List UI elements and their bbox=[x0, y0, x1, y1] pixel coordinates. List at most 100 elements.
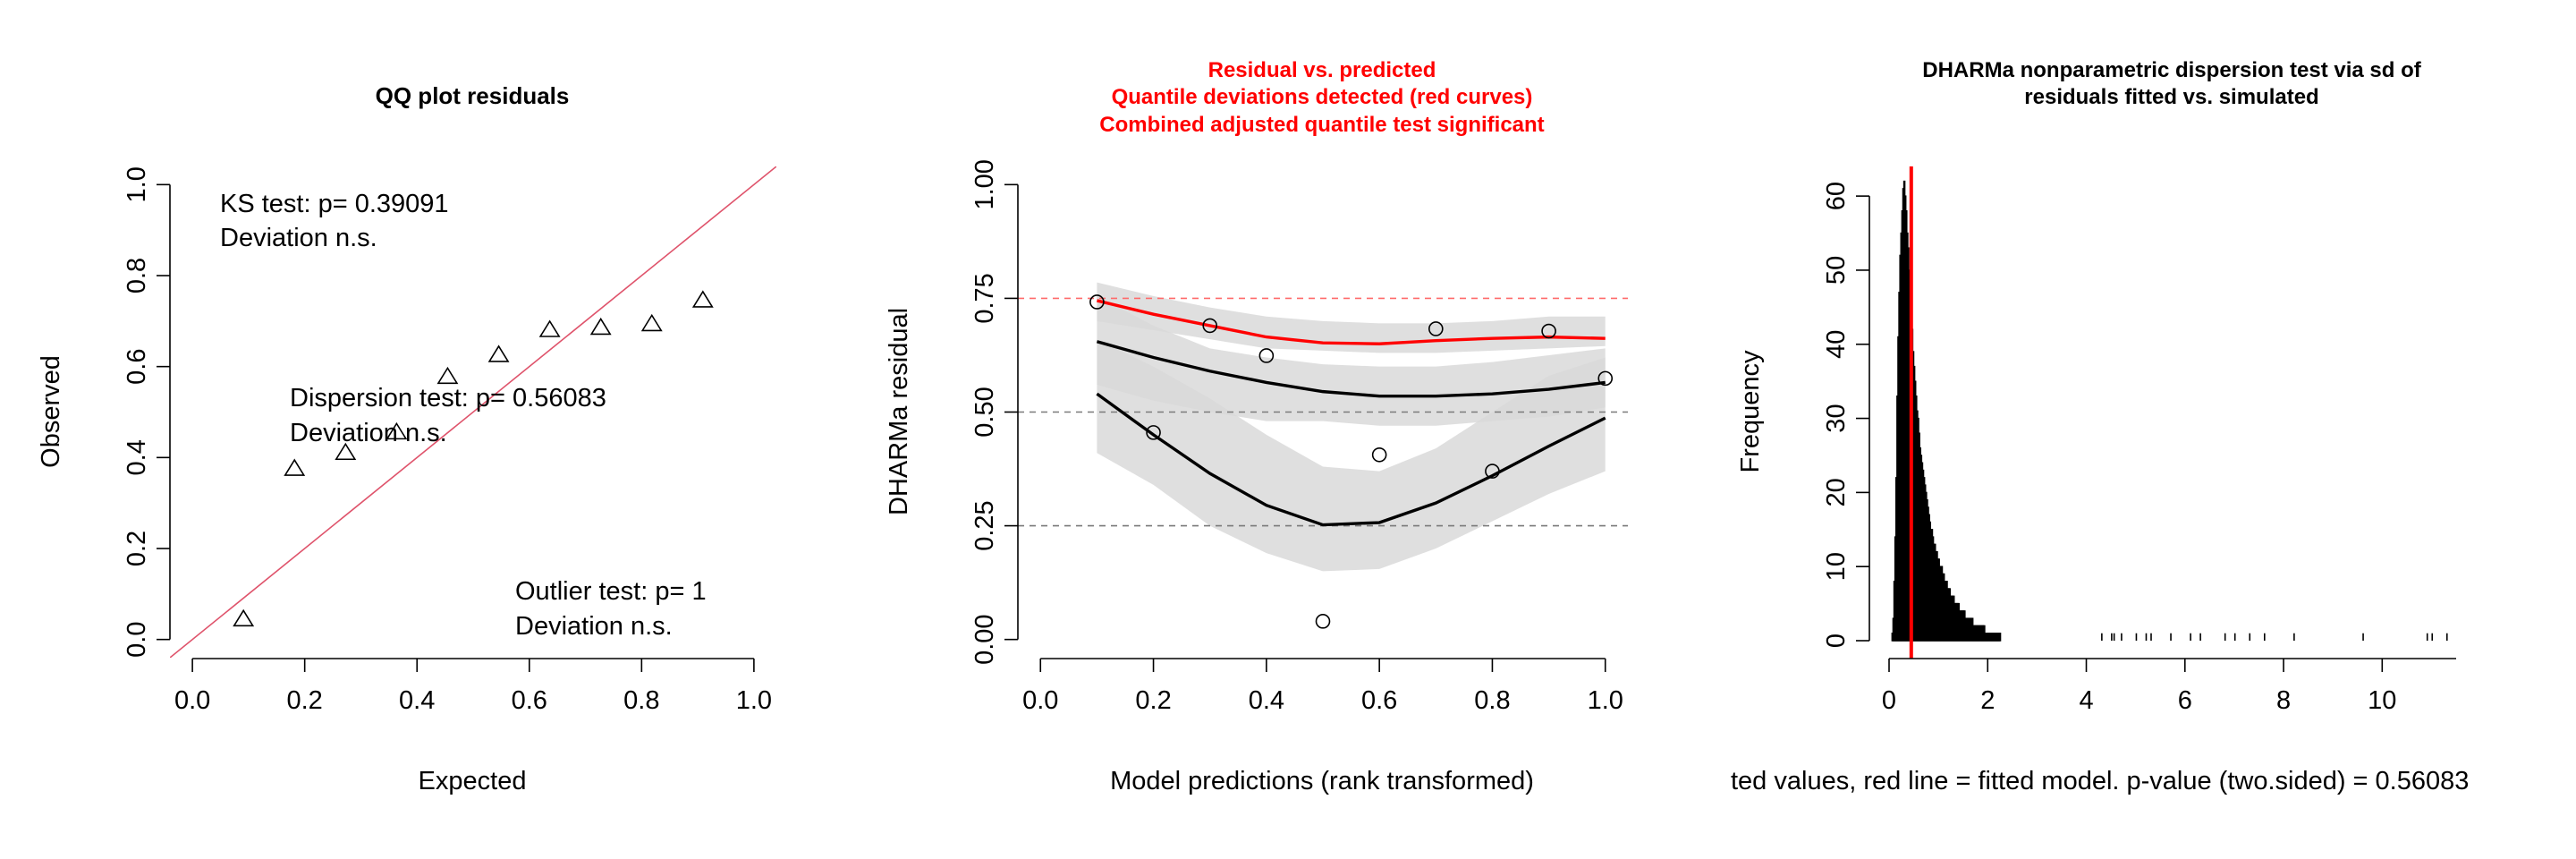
residual-title-line-2: Quantile deviations detected (red curves… bbox=[1112, 85, 1533, 109]
residual-point bbox=[1146, 425, 1161, 440]
qq-point bbox=[589, 317, 612, 336]
histogram-y-axis: 0 10 20 30 40 50 60 bbox=[1822, 182, 1870, 648]
qq-point bbox=[487, 344, 510, 362]
histogram-x-tick-label: 0 bbox=[1882, 686, 1896, 715]
residual-panel: Residual vs. predicted Quantile deviatio… bbox=[885, 58, 1628, 795]
quantile-band bbox=[1097, 282, 1606, 353]
histogram-tail-bar bbox=[2101, 633, 2103, 641]
outlier-test-label: Outlier test: p= 1 bbox=[515, 577, 707, 606]
histogram-tail-bar bbox=[2445, 633, 2448, 641]
residual-point bbox=[1315, 614, 1331, 629]
residual-y-tick-label: 0.75 bbox=[970, 273, 999, 323]
qq-panel: QQ plot residuals 0.0 0.2 0.4 0.6 0.8 1.0 0.0… bbox=[37, 82, 776, 795]
residual-y-tick-label: 0.50 bbox=[970, 387, 999, 437]
residual-point bbox=[1258, 348, 1275, 363]
residual-x-tick-label: 1.0 bbox=[1588, 686, 1623, 715]
residual-y-axis: 0.00 0.25 0.50 0.75 1.00 bbox=[970, 159, 1019, 665]
histogram-y-tick-label: 0 bbox=[1822, 634, 1851, 648]
residual-point bbox=[1202, 318, 1218, 334]
qq-y-tick-label: 1.0 bbox=[123, 166, 151, 202]
qq-x-tick-label: 0.6 bbox=[512, 686, 547, 715]
residual-y-tick-label: 1.00 bbox=[970, 159, 999, 209]
histogram-xlabel: ted values, red line = fitted model. p-v… bbox=[1731, 767, 2469, 795]
residual-x-tick-label: 0.0 bbox=[1022, 686, 1058, 715]
residual-title-line-3: Combined adjusted quantile test signific… bbox=[1099, 113, 1544, 137]
histogram-tail-bar bbox=[2263, 633, 2266, 641]
qq-point bbox=[691, 290, 714, 308]
histogram-y-tick-label: 20 bbox=[1822, 478, 1851, 506]
dispersion-test-label: Dispersion test: p= 0.56083 bbox=[290, 384, 606, 412]
qq-y-tick-label: 0.0 bbox=[123, 622, 151, 658]
residual-plot-area bbox=[1018, 282, 1628, 629]
histogram-x-tick-label: 6 bbox=[2178, 686, 2192, 715]
histogram-y-tick-label: 50 bbox=[1822, 256, 1851, 285]
qq-point bbox=[538, 319, 561, 337]
qq-x-tick-label: 1.0 bbox=[736, 686, 772, 715]
qq-point bbox=[640, 313, 663, 332]
histogram-tail-bar bbox=[2113, 633, 2115, 641]
dispersion-panel: DHARMa nonparametric dispersion test via… bbox=[1731, 58, 2469, 795]
residual-x-tick-label: 0.8 bbox=[1474, 686, 1510, 715]
histogram-x-tick-label: 4 bbox=[2079, 686, 2093, 715]
histogram-tail-bar bbox=[2170, 633, 2172, 641]
histogram-tail-bar bbox=[2111, 633, 2113, 641]
histogram-y-tick-label: 40 bbox=[1822, 330, 1851, 359]
histogram-tail-bar bbox=[2150, 633, 2152, 641]
histogram-plot-area bbox=[1891, 166, 2448, 659]
qq-x-tick-label: 0.4 bbox=[399, 686, 435, 715]
histogram-tail-bar bbox=[2145, 633, 2148, 641]
residual-x-tick-label: 0.4 bbox=[1249, 686, 1284, 715]
qq-y-axis: 0.0 0.2 0.4 0.6 0.8 1.0 bbox=[123, 166, 171, 658]
histogram-tail-bar bbox=[2362, 633, 2364, 641]
residual-y-tick-label: 0.00 bbox=[970, 614, 999, 664]
qq-point bbox=[386, 421, 408, 440]
histogram-tail-bar bbox=[2199, 633, 2201, 641]
histogram-x-axis: 0 2 4 6 8 10 bbox=[1882, 658, 2456, 715]
quantile-band bbox=[1097, 339, 1606, 572]
quantile-line bbox=[1096, 392, 1606, 527]
ks-deviation-label: Deviation n.s. bbox=[220, 224, 377, 252]
residual-x-axis: 0.0 0.2 0.4 0.6 0.8 1.0 bbox=[1022, 658, 1623, 715]
qq-y-tick-label: 0.6 bbox=[123, 349, 151, 385]
qq-x-tick-label: 0.8 bbox=[623, 686, 659, 715]
histogram-y-tick-label: 30 bbox=[1822, 404, 1851, 432]
dispersion-deviation-label: Deviation n.s. bbox=[290, 419, 447, 447]
histogram-tail-bar bbox=[2426, 633, 2428, 641]
qq-reference-line bbox=[170, 166, 776, 658]
qq-y-tick-label: 0.8 bbox=[123, 258, 151, 293]
histogram-tail-bar bbox=[2190, 633, 2191, 641]
histogram-ylabel: Frequency bbox=[1736, 350, 1765, 473]
dispersion-title-line-2: residuals fitted vs. simulated bbox=[2024, 85, 2318, 109]
qq-y-tick-label: 0.4 bbox=[123, 439, 151, 475]
ks-test-label: KS test: p= 0.39091 bbox=[220, 190, 449, 218]
residual-point bbox=[1371, 447, 1387, 463]
qq-point bbox=[335, 442, 357, 461]
qq-x-tick-label: 0.0 bbox=[174, 686, 210, 715]
residual-point bbox=[1485, 464, 1500, 479]
qq-point bbox=[284, 458, 306, 476]
residual-point bbox=[1597, 370, 1614, 387]
residual-ylabel: DHARMa residual bbox=[885, 308, 913, 515]
quantile-line bbox=[1096, 340, 1606, 398]
histogram-tail-bar bbox=[2293, 633, 2295, 641]
histogram-x-tick-label: 2 bbox=[1980, 686, 1995, 715]
residual-point bbox=[1541, 323, 1556, 339]
histogram-tail-bar bbox=[2431, 633, 2434, 641]
qq-y-tick-label: 0.2 bbox=[123, 531, 151, 566]
histogram-x-tick-label: 10 bbox=[2368, 686, 2396, 715]
qq-point bbox=[436, 366, 459, 385]
histogram-tail-bar bbox=[2224, 633, 2226, 641]
dispersion-title-line-1: DHARMa nonparametric dispersion test via… bbox=[1922, 58, 2421, 82]
qq-ylabel: Observed bbox=[37, 355, 65, 468]
residual-x-tick-label: 0.6 bbox=[1361, 686, 1397, 715]
histogram-bar bbox=[1998, 633, 2002, 642]
qq-point bbox=[233, 608, 255, 627]
residual-y-tick-label: 0.25 bbox=[970, 500, 999, 550]
residual-title-line-1: Residual vs. predicted bbox=[1208, 58, 1436, 82]
qq-x-axis: 0.0 0.2 0.4 0.6 0.8 1.0 bbox=[174, 658, 772, 715]
outlier-deviation-label: Deviation n.s. bbox=[515, 612, 673, 641]
residual-point bbox=[1428, 321, 1444, 336]
residual-x-tick-label: 0.2 bbox=[1135, 686, 1171, 715]
histogram-y-tick-label: 10 bbox=[1822, 552, 1851, 581]
qq-x-tick-label: 0.2 bbox=[287, 686, 323, 715]
